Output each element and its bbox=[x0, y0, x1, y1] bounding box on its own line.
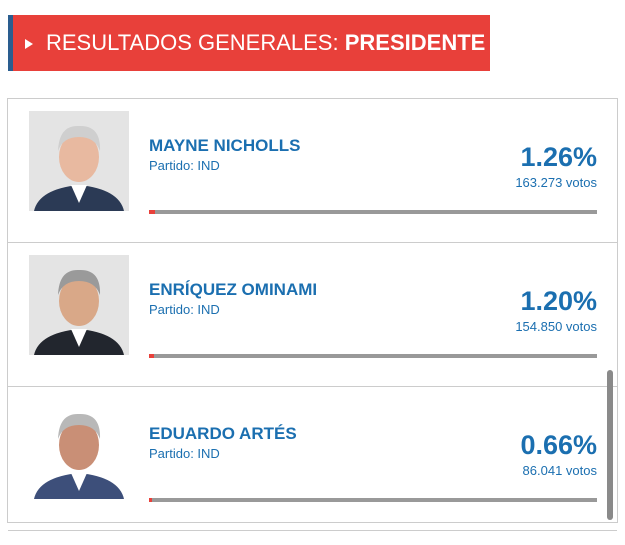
candidate-party: Partido: IND bbox=[149, 158, 220, 173]
candidate-list: MAYNE NICHOLLS Partido: IND 1.26% 163.273 v… bbox=[7, 98, 618, 531]
candidate-name: EDUARDO ARTÉS bbox=[149, 424, 297, 443]
progress-fill bbox=[149, 210, 155, 214]
candidate-name: MAYNE NICHOLLS bbox=[149, 136, 301, 155]
progress-track bbox=[149, 354, 597, 358]
candidate-photo bbox=[29, 255, 129, 360]
progress-fill bbox=[149, 354, 155, 358]
progress-fill bbox=[149, 498, 152, 502]
arrow-icon bbox=[25, 39, 33, 49]
portrait bbox=[29, 111, 129, 211]
candidate-photo bbox=[29, 111, 129, 216]
vote-percent: 1.20% bbox=[520, 286, 597, 316]
candidate-party: Partido: IND bbox=[149, 302, 220, 317]
title-prefix: RESULTADOS GENERALES: bbox=[46, 30, 339, 55]
header: RESULTADOS GENERALES: PRESIDENTE bbox=[8, 15, 490, 71]
vote-count: 154.850 votos bbox=[515, 319, 597, 334]
scrollbar[interactable] bbox=[607, 370, 613, 520]
vote-percent: 1.26% bbox=[520, 142, 597, 172]
progress-track bbox=[149, 498, 597, 502]
vote-count: 86.041 votos bbox=[522, 463, 597, 478]
candidate-row: EDUARDO ARTÉS Partido: IND 0.66% 86.041 vot… bbox=[8, 387, 617, 531]
vote-count: 163.273 votos bbox=[515, 175, 597, 190]
candidate-row: ENRÍQUEZ OMINAMI Partido: IND 1.20% 154.850… bbox=[8, 243, 617, 387]
candidate-name: ENRÍQUEZ OMINAMI bbox=[149, 280, 318, 299]
candidate-photo bbox=[29, 399, 129, 504]
candidate-party: Partido: IND bbox=[149, 446, 220, 461]
portrait bbox=[29, 255, 129, 355]
progress-track bbox=[149, 210, 597, 214]
title-strong: PRESIDENTE bbox=[344, 30, 486, 55]
portrait bbox=[29, 399, 129, 499]
candidate-row: MAYNE NICHOLLS Partido: IND 1.26% 163.273 v… bbox=[8, 99, 617, 243]
vote-percent: 0.66% bbox=[520, 430, 597, 460]
